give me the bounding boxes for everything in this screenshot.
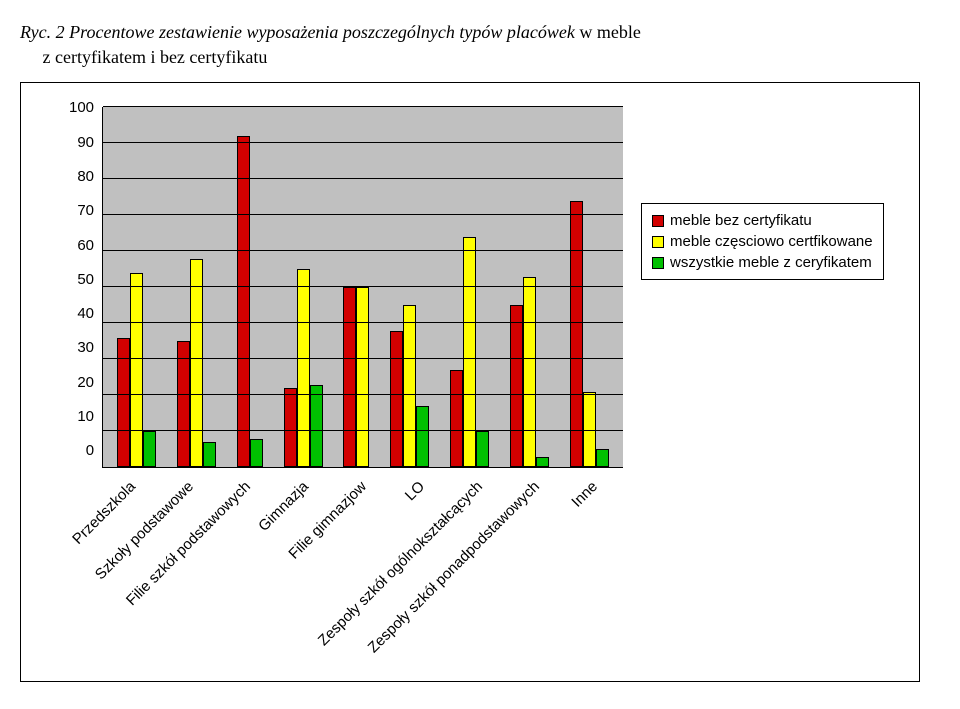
plot-area [102,107,623,468]
gridline [103,394,623,395]
x-axis: PrzedszkolaSzkoły podstawoweFilie szkół … [102,468,622,648]
gridline [103,286,623,287]
bar [284,388,297,467]
gridline [103,322,623,323]
y-tick: 100 [69,99,94,116]
x-label: LO [402,478,428,504]
x-label: Gimnazja [255,478,312,535]
legend-item: wszystkie meble z ceryfikatem [652,252,873,273]
y-tick: 90 [77,134,94,151]
bar-group [117,273,156,467]
x-label: Szkoły podstawowe [92,478,197,583]
bar [203,442,216,467]
bar [476,431,489,467]
gridline [103,178,623,179]
bar [177,341,190,467]
legend-label: meble częsciowo certfikowane [670,233,873,250]
legend-label: wszystkie meble z ceryfikatem [670,254,872,271]
bar [250,439,263,468]
bar [343,287,356,467]
bar [130,273,143,467]
bar [510,305,523,467]
bar [356,287,369,467]
y-tick: 10 [77,408,94,425]
gridline [103,250,623,251]
bar [310,385,323,468]
y-tick: 70 [77,202,94,219]
caption-line2: z certyfikatem i bez certyfikatu [43,47,268,67]
gridline [103,214,623,215]
y-tick: 60 [77,237,94,254]
bar [596,449,609,467]
y-tick: 80 [77,168,94,185]
bar-group [237,136,263,467]
bar [117,338,130,468]
caption-line1b: w meble [579,22,640,42]
bar [536,457,549,468]
bar [450,370,463,467]
figure-caption: Ryc. 2 Procentowe zestawienie wyposażeni… [20,20,940,70]
legend: meble bez certyfikatu meble częsciowo cer… [641,203,884,280]
bar-group [390,305,429,467]
bar-group [284,269,323,467]
bar [237,136,250,467]
bar [523,277,536,468]
gridline [103,142,623,143]
bar [403,305,416,467]
y-tick: 20 [77,374,94,391]
bar-group [510,277,549,468]
y-tick: 30 [77,339,94,356]
bar [570,201,583,467]
y-axis: 1009080706050403020100 [69,99,94,459]
chart-frame: 1009080706050403020100 PrzedszkolaSzkoły… [20,82,920,682]
bar [143,431,156,467]
legend-swatch [652,236,664,248]
legend-label: meble bez certyfikatu [670,212,812,229]
legend-swatch [652,257,664,269]
legend-item: meble bez certyfikatu [652,210,873,231]
bar [390,331,403,468]
y-tick: 50 [77,271,94,288]
x-label: Inne [568,478,601,511]
y-tick: 0 [86,442,94,459]
bar [463,237,476,467]
bar [297,269,310,467]
legend-swatch [652,215,664,227]
bar-group [177,259,216,468]
bar-group [343,287,369,467]
bar-groups [103,107,623,467]
bar [190,259,203,468]
caption-line1: Ryc. 2 Procentowe zestawienie wyposażeni… [20,22,579,42]
bar-group [570,201,609,467]
gridline [103,358,623,359]
legend-item: meble częsciowo certfikowane [652,231,873,252]
y-tick: 40 [77,305,94,322]
gridline [103,106,623,107]
gridline [103,430,623,431]
bar [416,406,429,467]
bar-group [450,237,489,467]
